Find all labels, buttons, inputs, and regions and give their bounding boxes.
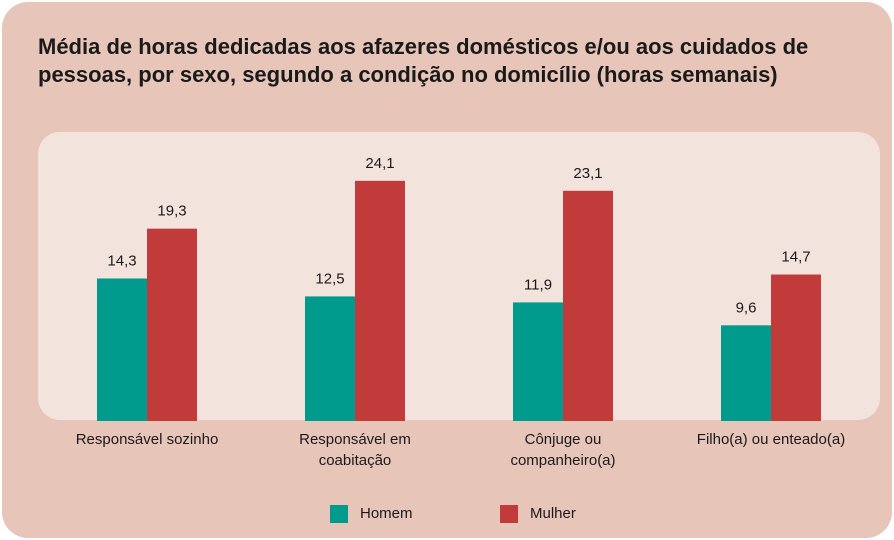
legend-swatch bbox=[330, 505, 348, 523]
bar bbox=[513, 302, 563, 421]
bar bbox=[721, 325, 771, 421]
data-label: 19,3 bbox=[157, 203, 186, 220]
x-tick-label: Responsável sozinho bbox=[76, 431, 219, 448]
data-label: 11,9 bbox=[524, 276, 552, 293]
bar bbox=[147, 228, 197, 421]
data-label: 24,1 bbox=[365, 155, 394, 172]
data-label: 14,3 bbox=[107, 252, 136, 269]
data-label: 23,1 bbox=[573, 165, 602, 182]
bar bbox=[305, 296, 355, 421]
data-label: 9,6 bbox=[736, 299, 757, 316]
data-label: 14,7 bbox=[781, 248, 810, 265]
legend-label: Homem bbox=[360, 505, 413, 522]
data-label: 12,5 bbox=[315, 270, 344, 287]
x-tick-label: Responsável em coabitação bbox=[299, 431, 411, 469]
chart-title: Média de horas dedicadas aos afazeres do… bbox=[38, 34, 808, 87]
bar bbox=[563, 190, 613, 421]
bar bbox=[97, 278, 147, 421]
bar bbox=[771, 274, 821, 421]
legend-swatch bbox=[500, 505, 518, 523]
bar bbox=[355, 180, 405, 421]
x-tick-label: Cônjuge ou companheiro(a) bbox=[510, 431, 615, 469]
plot-panel bbox=[38, 132, 880, 420]
legend-label: Mulher bbox=[530, 505, 576, 522]
x-tick-label: Filho(a) ou enteado(a) bbox=[697, 431, 845, 448]
